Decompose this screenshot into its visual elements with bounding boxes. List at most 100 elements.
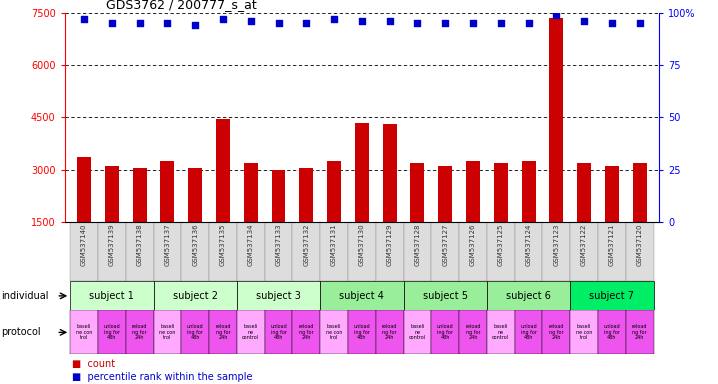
Text: baseli
ne con
trol: baseli ne con trol <box>76 324 92 340</box>
Bar <box>626 222 653 281</box>
Text: subject 3: subject 3 <box>256 291 301 301</box>
Text: unload
ing for
48h: unload ing for 48h <box>270 324 287 340</box>
Text: GSM537125: GSM537125 <box>498 224 504 266</box>
Text: GSM537121: GSM537121 <box>609 224 615 266</box>
Bar <box>432 310 459 354</box>
Point <box>439 20 451 26</box>
Bar <box>237 222 265 281</box>
Bar <box>515 222 542 281</box>
Point <box>245 18 256 24</box>
Bar <box>459 310 487 354</box>
Point <box>301 20 312 26</box>
Point <box>273 20 284 26</box>
Bar <box>577 163 591 274</box>
Text: reload
ng for
24h: reload ng for 24h <box>132 324 147 340</box>
Bar <box>98 222 126 281</box>
Text: reload
ng for
24h: reload ng for 24h <box>632 324 648 340</box>
Point <box>328 16 340 22</box>
Bar <box>154 281 237 310</box>
Text: unload
ing for
48h: unload ing for 48h <box>604 324 620 340</box>
Bar <box>570 310 598 354</box>
Bar <box>348 222 376 281</box>
Text: GSM537120: GSM537120 <box>637 224 643 266</box>
Bar <box>404 222 432 281</box>
Point <box>134 20 145 26</box>
Bar <box>320 222 348 281</box>
Bar <box>411 163 424 274</box>
Text: baseli
ne con
trol: baseli ne con trol <box>326 324 342 340</box>
Bar <box>466 161 480 274</box>
Text: GSM537140: GSM537140 <box>81 224 87 266</box>
Text: GSM537130: GSM537130 <box>359 224 365 266</box>
Text: unload
ing for
48h: unload ing for 48h <box>437 324 454 340</box>
Text: GSM537133: GSM537133 <box>276 224 281 266</box>
Text: baseli
ne con
trol: baseli ne con trol <box>159 324 176 340</box>
Text: reload
ng for
24h: reload ng for 24h <box>549 324 564 340</box>
Text: subject 7: subject 7 <box>589 291 635 301</box>
Bar <box>209 222 237 281</box>
Bar <box>98 310 126 354</box>
Point <box>356 18 368 24</box>
Text: baseli
ne
control: baseli ne control <box>493 324 509 340</box>
Bar <box>70 310 98 354</box>
Bar <box>320 281 404 310</box>
Text: GSM537135: GSM537135 <box>220 224 226 266</box>
Bar <box>237 281 320 310</box>
Bar <box>299 168 313 274</box>
Text: reload
ng for
24h: reload ng for 24h <box>465 324 481 340</box>
Bar <box>542 222 570 281</box>
Text: GSM537124: GSM537124 <box>526 224 531 266</box>
Point <box>162 20 173 26</box>
Point <box>579 18 590 24</box>
Bar <box>459 222 487 281</box>
Bar <box>432 222 459 281</box>
Point <box>634 20 645 26</box>
Point <box>495 20 506 26</box>
Bar <box>77 157 91 274</box>
Text: unload
ing for
48h: unload ing for 48h <box>103 324 120 340</box>
Bar <box>327 161 341 274</box>
Text: reload
ng for
24h: reload ng for 24h <box>215 324 230 340</box>
Bar <box>237 310 265 354</box>
Bar <box>265 310 292 354</box>
Text: individual: individual <box>1 291 49 301</box>
Point <box>606 20 617 26</box>
Text: subject 5: subject 5 <box>423 291 467 301</box>
Text: GSM537132: GSM537132 <box>303 224 309 266</box>
Bar <box>70 222 98 281</box>
Text: GSM537122: GSM537122 <box>581 224 587 266</box>
Bar <box>542 310 570 354</box>
Bar <box>383 124 396 274</box>
Text: subject 4: subject 4 <box>340 291 384 301</box>
Bar <box>105 166 118 274</box>
Bar <box>126 310 154 354</box>
Bar <box>515 310 542 354</box>
Bar <box>182 310 209 354</box>
Bar <box>154 310 182 354</box>
Bar <box>487 310 515 354</box>
Text: GSM537129: GSM537129 <box>387 224 393 266</box>
Bar <box>265 222 292 281</box>
Bar <box>244 163 258 274</box>
Bar <box>292 222 320 281</box>
Text: protocol: protocol <box>1 327 41 338</box>
Bar <box>376 222 404 281</box>
Point <box>78 16 90 22</box>
Point <box>106 20 118 26</box>
Bar <box>133 168 146 274</box>
Bar <box>404 310 432 354</box>
Bar <box>570 281 653 310</box>
Bar <box>549 18 564 274</box>
Text: GSM537134: GSM537134 <box>248 224 253 266</box>
Text: baseli
ne
control: baseli ne control <box>242 324 259 340</box>
Bar <box>598 310 626 354</box>
Text: GSM537139: GSM537139 <box>109 224 115 266</box>
Bar <box>438 166 452 274</box>
Text: subject 2: subject 2 <box>173 291 218 301</box>
Point <box>190 22 201 28</box>
Text: baseli
ne con
trol: baseli ne con trol <box>576 324 592 340</box>
Bar <box>605 166 619 274</box>
Bar <box>216 119 230 274</box>
Text: reload
ng for
24h: reload ng for 24h <box>299 324 314 340</box>
Text: GSM537128: GSM537128 <box>414 224 421 266</box>
